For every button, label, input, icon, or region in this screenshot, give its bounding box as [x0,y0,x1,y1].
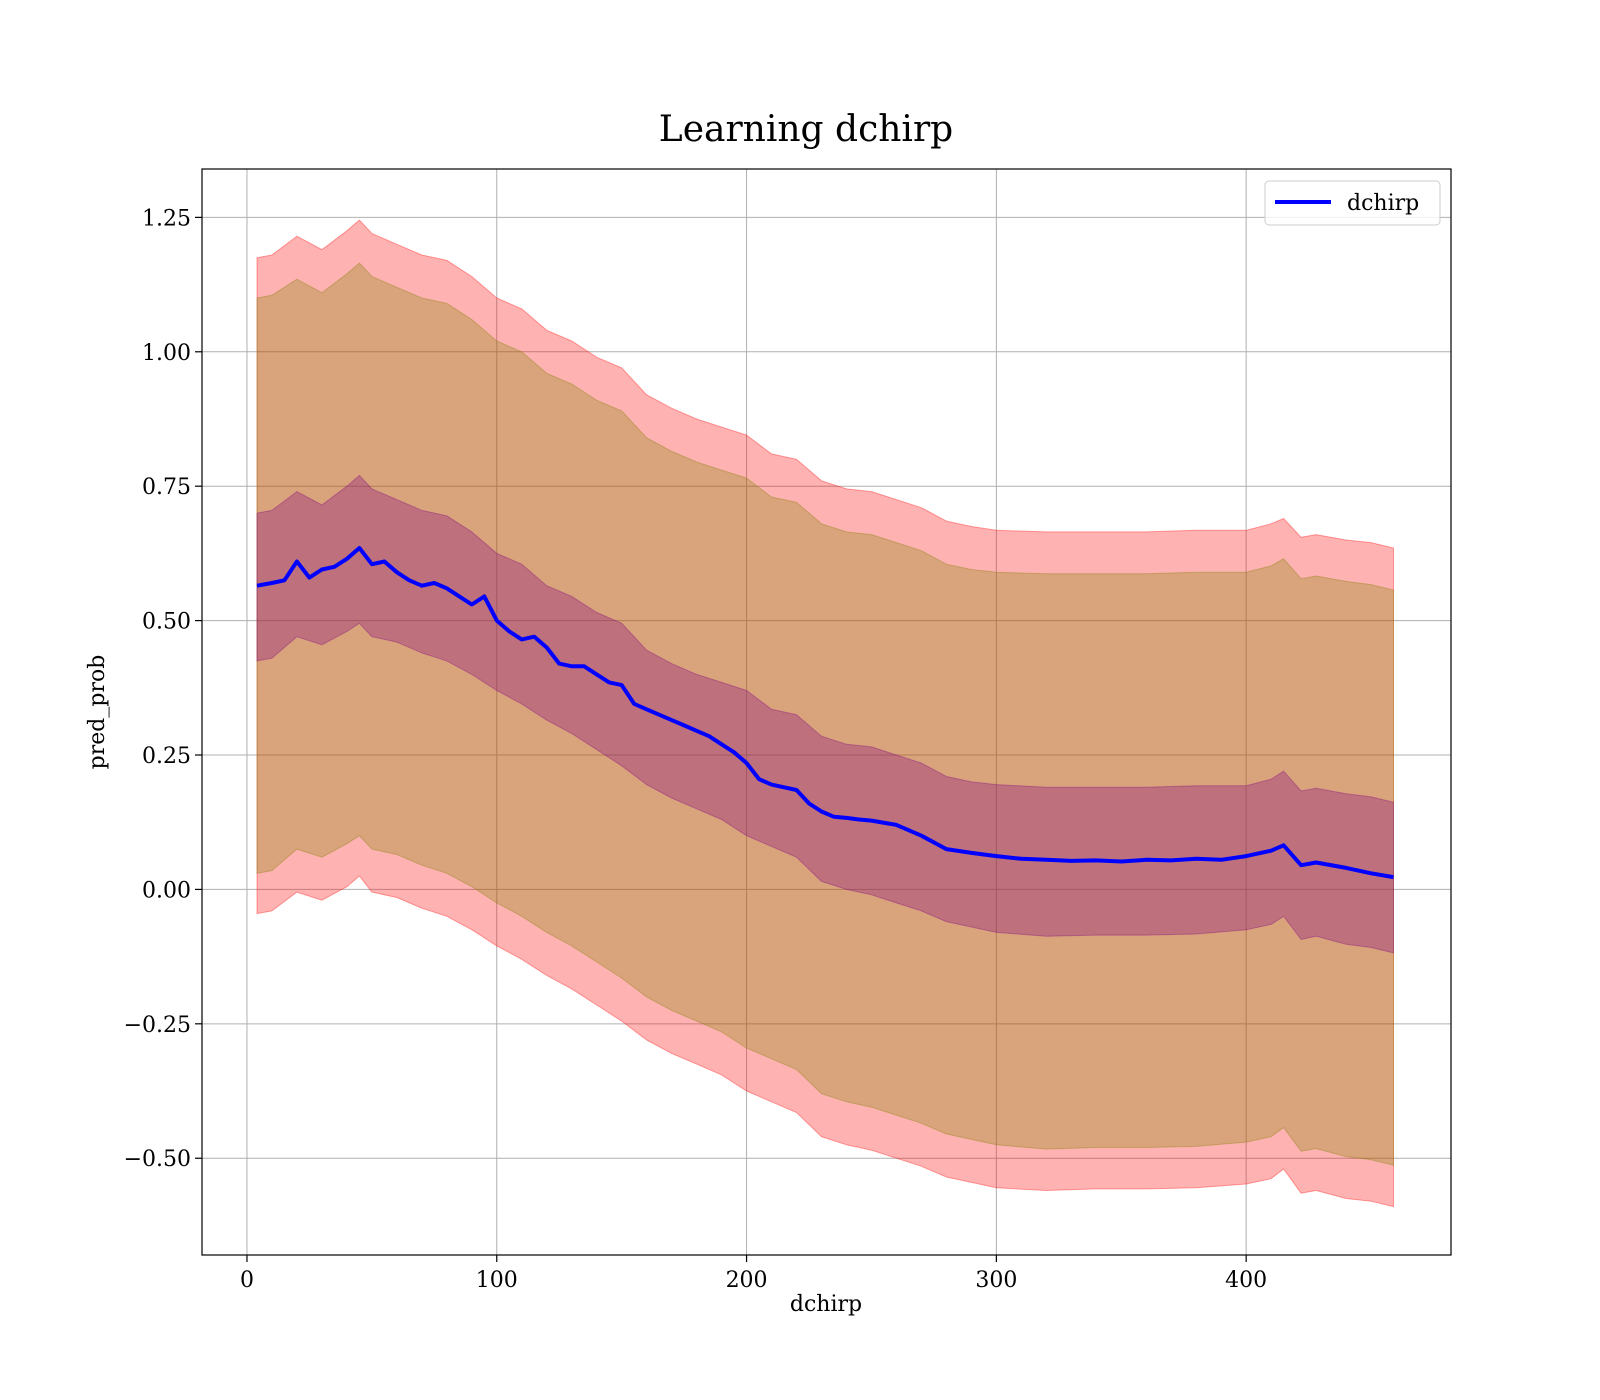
x-tick-label: 200 [726,1268,768,1293]
y-tick-label: −0.50 [124,1147,191,1172]
confidence-bands [256,219,1394,1208]
x-axis-label: dchirp [790,1292,862,1317]
plot-frame [201,168,1452,1256]
chart-title: Learning dchirp [659,109,953,150]
y-axis-label: pred_prob [85,655,110,770]
legend: dchirp [1264,180,1441,226]
legend-box [1264,180,1441,226]
y-tick-label: 0.25 [142,744,191,769]
x-tick-label: 300 [975,1268,1017,1293]
y-tick-label: 1.00 [142,341,191,366]
y-tick-label: −0.25 [124,1013,191,1038]
y-tick-label: 0.75 [142,475,191,500]
x-axis-ticks: 0 100 200 300 400 [240,1255,1267,1293]
x-tick-label: 0 [240,1268,254,1293]
series-line-dchirp [256,546,1394,880]
confidence-band-2 [256,262,1394,1166]
y-tick-label: 0.50 [142,610,191,635]
confidence-band-1 [256,219,1394,1208]
x-tick-label: 100 [476,1268,518,1293]
y-tick-label: 1.25 [142,206,191,231]
grid [202,169,1451,1255]
legend-label-dchirp: dchirp [1347,191,1419,216]
confidence-band-3 [256,474,1394,954]
y-tick-label: 0.00 [142,878,191,903]
x-tick-label: 400 [1225,1268,1267,1293]
y-axis-ticks: −0.50 −0.25 0.00 0.25 0.50 0.75 1.00 1.25 [124,206,202,1172]
series-lines [256,546,1394,880]
